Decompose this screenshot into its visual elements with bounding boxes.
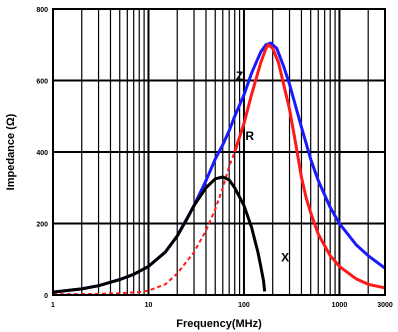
series-r-line-dashed <box>52 151 236 296</box>
y-axis-label: Impedance (Ω) <box>5 113 17 190</box>
grid-lines <box>53 9 385 295</box>
y-tick-label: 600 <box>36 79 48 86</box>
x-tick-label: 1000 <box>332 302 348 309</box>
tick-labels: 1 10 100 1000 3000 0 200 400 600 800 <box>36 7 393 309</box>
plot-frame <box>52 8 386 296</box>
series-label-x: X <box>281 250 289 264</box>
x-tick-label: 100 <box>238 302 250 309</box>
y-tick-label: 800 <box>36 7 48 14</box>
series-r-line <box>233 42 386 290</box>
y-tick-label: 0 <box>44 293 48 300</box>
x-tick-label: 10 <box>145 302 153 309</box>
series-layer <box>52 41 386 296</box>
series-x-line <box>52 175 267 294</box>
series-labels: Z R X <box>236 69 289 264</box>
x-tick-label: 3000 <box>377 302 393 309</box>
x-tick-label: 1 <box>51 302 55 309</box>
x-axis-label: Frequency(MHz) <box>176 318 262 330</box>
series-label-r: R <box>245 129 254 143</box>
series-label-z: Z <box>236 69 243 83</box>
y-tick-label: 400 <box>36 150 48 157</box>
y-tick-label: 200 <box>36 222 48 229</box>
